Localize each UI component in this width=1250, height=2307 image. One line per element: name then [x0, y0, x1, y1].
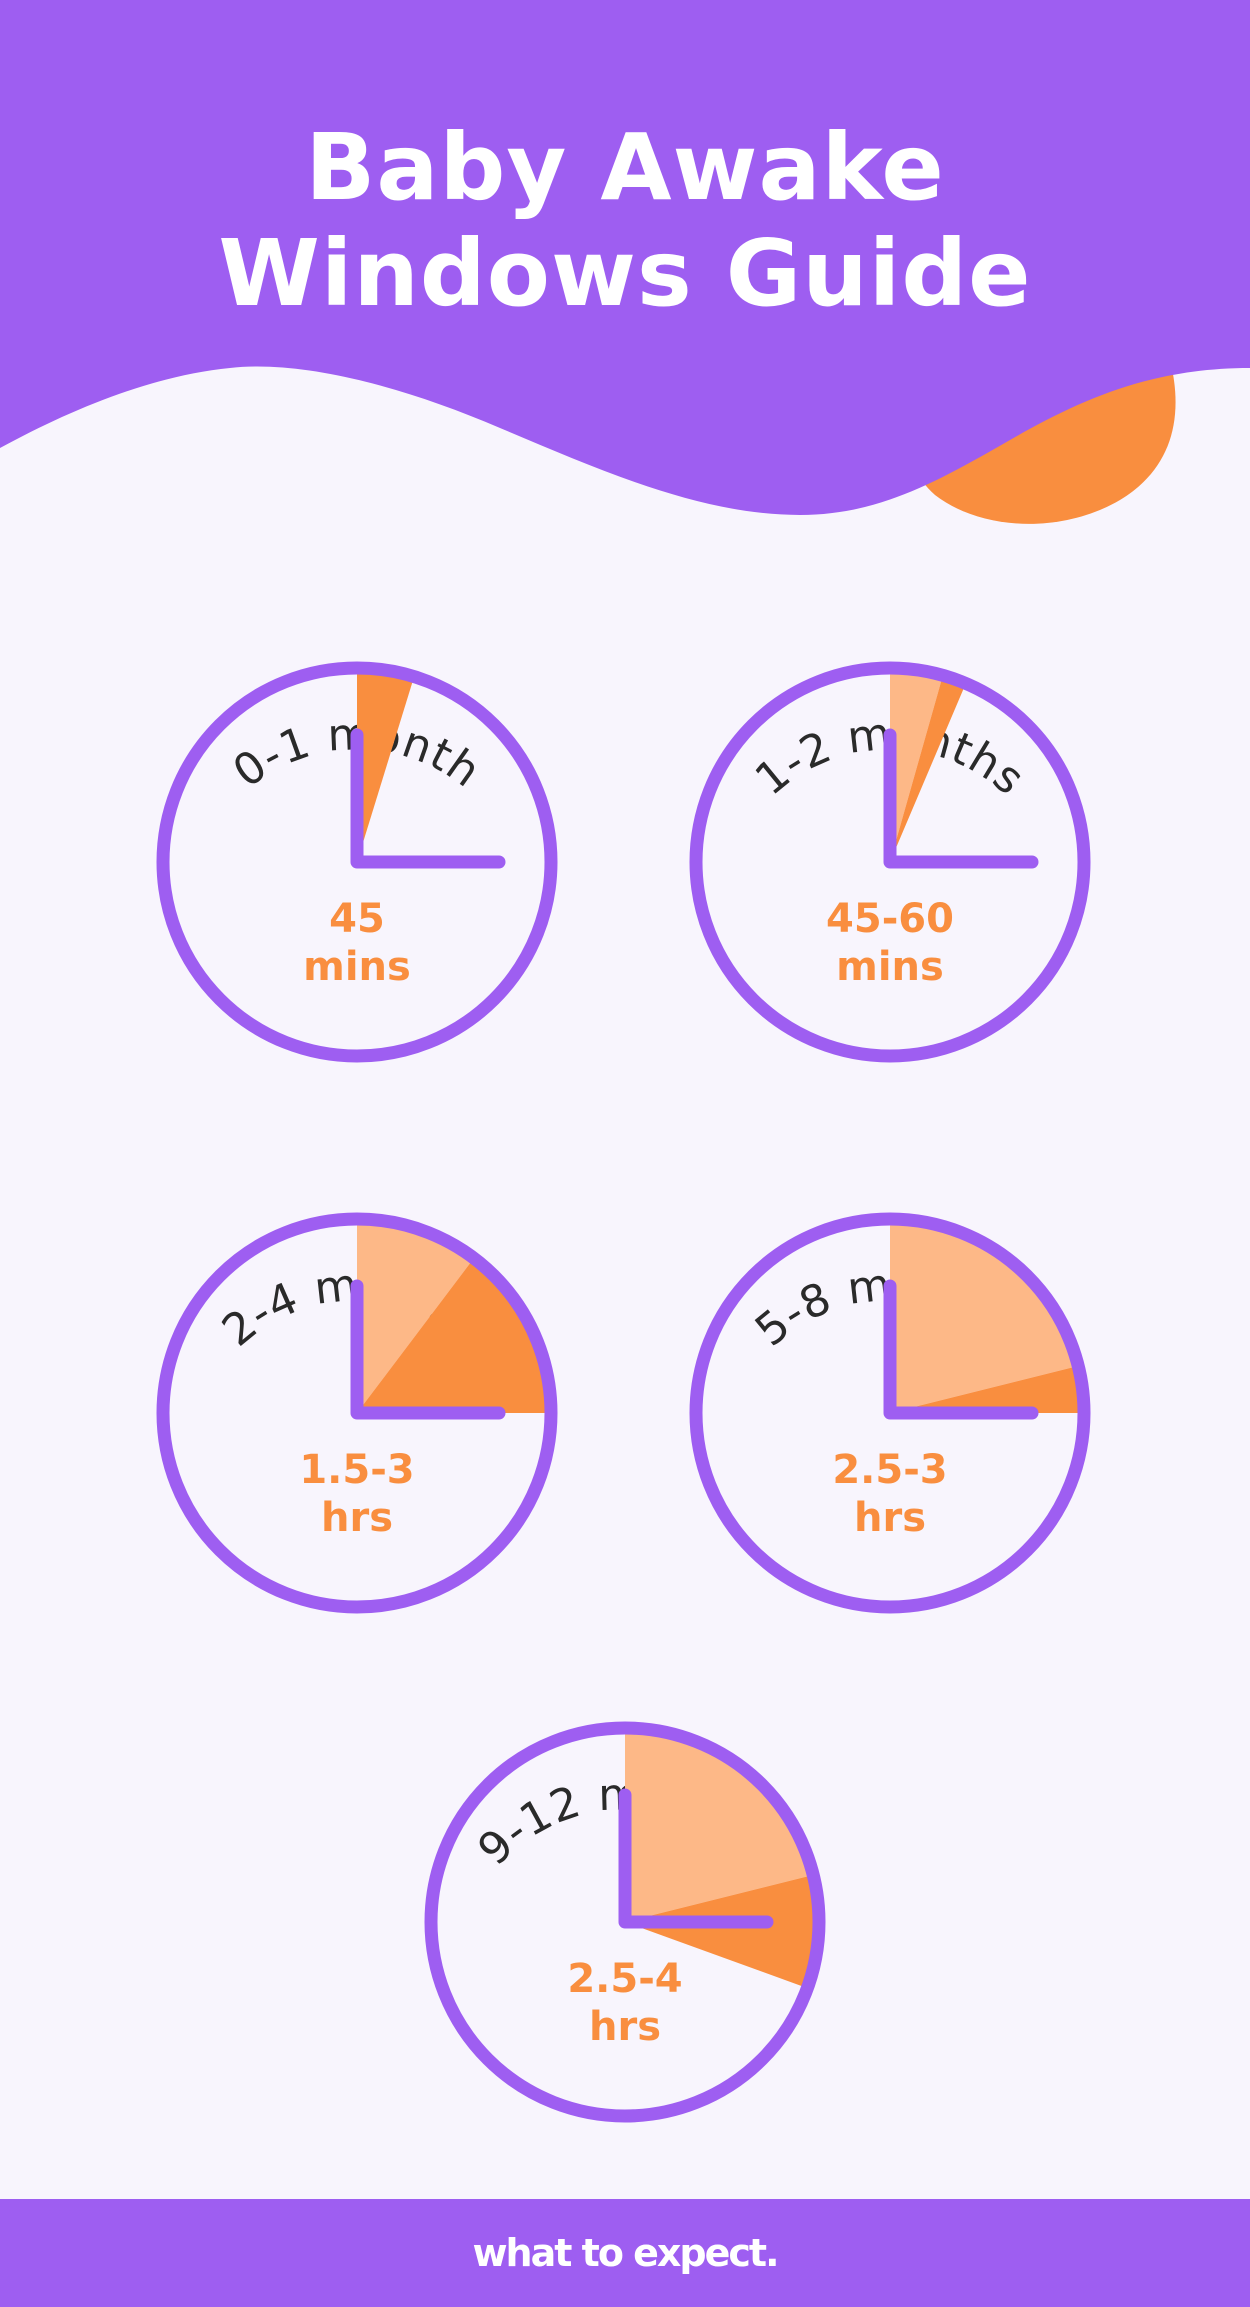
clock-1-2-months: 1-2 months 45-60 mins — [670, 600, 1110, 1120]
value-unit: mins — [303, 944, 411, 990]
max-window-wedge — [625, 1875, 819, 1988]
clock-icon: 1-2 months — [689, 661, 1091, 1063]
clock-icon: 5-8 months — [689, 1212, 1091, 1614]
value-number: 45 — [329, 896, 385, 942]
min-window-wedge — [890, 667, 943, 862]
awake-window-value: 2.5-3 hrs — [740, 1446, 1040, 1542]
purple-wave — [0, 0, 1250, 515]
awake-window-wedge — [357, 668, 414, 862]
clock-hands — [618, 1788, 774, 1929]
header-background — [0, 0, 1250, 524]
footer-bar: what to expect. — [0, 2199, 1250, 2307]
min-window-wedge — [357, 1218, 474, 1413]
value-unit: hrs — [320, 1495, 393, 1541]
max-window-wedge — [357, 1258, 552, 1413]
max-window-wedge — [890, 1366, 1084, 1413]
awake-window-value: 45 mins — [207, 895, 507, 991]
max-window-wedge — [890, 675, 966, 862]
min-window-wedge — [890, 1219, 1078, 1413]
clock-hands — [883, 1279, 1039, 1420]
clock-icon: 9-12 months — [424, 1721, 826, 2123]
value-unit: hrs — [588, 2004, 661, 2050]
title-line-2: Windows Guide — [218, 220, 1032, 327]
clock-9-12-months: 9-12 months 2.5-4 hrs — [405, 1660, 845, 2180]
value-unit: mins — [836, 944, 944, 990]
min-window-wedge — [625, 1728, 813, 1922]
value-unit: hrs — [853, 1495, 926, 1541]
value-number: 2.5-3 — [832, 1447, 948, 1493]
value-number: 45-60 — [826, 896, 954, 942]
value-number: 2.5-4 — [567, 1956, 683, 2002]
awake-window-value: 45-60 mins — [740, 895, 1040, 991]
clock-hands — [883, 728, 1039, 869]
page-title: Baby Awake Windows Guide — [0, 115, 1250, 327]
clock-icon: 2-4 months — [156, 1212, 558, 1614]
value-number: 1.5-3 — [299, 1447, 415, 1493]
clock-2-4-months: 2-4 months 1.5-3 hrs — [137, 1151, 577, 1671]
awake-window-value: 2.5-4 hrs — [475, 1955, 775, 2051]
clock-hands — [350, 1279, 506, 1420]
awake-window-value: 1.5-3 hrs — [207, 1446, 507, 1542]
clock-0-1-month: 0-1 month 45 mins — [137, 600, 577, 1120]
title-line-1: Baby Awake — [305, 114, 945, 221]
clock-hands — [350, 728, 506, 869]
clock-icon: 0-1 month — [156, 661, 558, 1063]
brand-logo[interactable]: what to expect. — [472, 2231, 779, 2275]
clock-5-8-months: 5-8 months 2.5-3 hrs — [670, 1151, 1110, 1671]
